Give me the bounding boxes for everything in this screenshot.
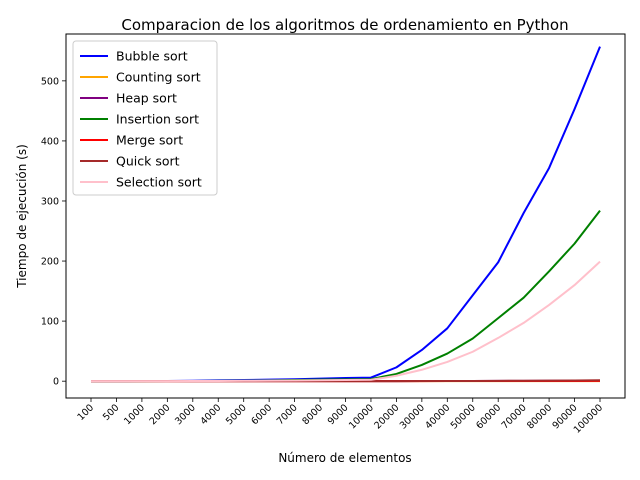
y-tick-label: 100 [41,317,59,328]
x-tick-label: 2000 [148,402,173,427]
y-tick-label: 400 [41,136,59,147]
series-line [91,209,601,383]
y-axis: 0 100 200 300 400 500 [41,76,66,388]
legend-label: Selection sort [116,175,202,190]
x-tick-label: 30000 [398,402,427,431]
legend-label: Heap sort [116,91,177,106]
legend-label: Bubble sort [116,49,188,64]
x-tick-label: 4000 [198,402,223,427]
legend: Bubble sort Counting sort Heap sort Inserti… [72,40,218,196]
x-tick-label: 3000 [173,402,198,427]
y-tick-label: 200 [41,257,59,268]
x-tick-label: 500 [101,402,122,423]
x-tick-label: 100 [76,402,97,423]
series-lines [90,46,601,383]
x-tick-label: 1000 [122,402,147,427]
x-tick-label: 20000 [372,402,401,431]
legend-box [72,40,218,196]
y-axis-label: Tiempo de ejecución (s) [15,144,29,289]
y-tick-label: 0 [53,377,59,388]
chart-title: Comparacion de los algoritmos de ordenam… [121,16,568,34]
legend-label: Merge sort [116,133,183,148]
series-line [91,260,601,383]
y-tick-label: 300 [41,196,59,207]
y-tick-label: 500 [41,76,59,87]
x-tick-label: 50000 [449,402,478,431]
x-tick-label: 7000 [275,402,300,427]
x-tick-label: 6000 [249,402,274,427]
x-axis: 100 500 1000 2000 3000 4000 5000 6000 7000 8000 90… [76,398,605,436]
x-tick-label: 40000 [423,402,452,431]
x-tick-label: 60000 [474,402,503,431]
legend-label: Insertion sort [116,112,199,127]
x-axis-label: Número de elementos [278,451,411,465]
legend-label: Quick sort [116,154,180,169]
x-tick-label: 80000 [525,402,554,431]
legend-label: Counting sort [116,70,201,85]
x-tick-label: 5000 [224,402,249,427]
x-tick-label: 8000 [300,402,325,427]
x-tick-label: 10000 [347,402,376,431]
x-tick-label: 70000 [500,402,529,431]
